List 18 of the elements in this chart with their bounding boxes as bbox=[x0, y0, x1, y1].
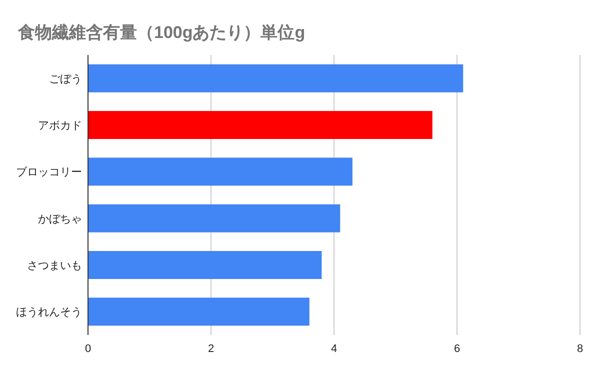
bar bbox=[88, 64, 464, 92]
y-tick-label: ほうれんそう bbox=[16, 306, 82, 319]
y-tick-label: ブロッコリー bbox=[16, 166, 82, 179]
y-tick-label: アボカド bbox=[38, 120, 82, 132]
x-tick-label: 2 bbox=[208, 343, 214, 355]
bar bbox=[88, 111, 432, 139]
x-tick-label: 8 bbox=[576, 343, 584, 355]
x-tick-label: 6 bbox=[454, 343, 460, 355]
y-tick-label: かぼちゃ bbox=[38, 213, 82, 226]
chart-title: 食物繊維含有量（100gあたり）単位g bbox=[17, 23, 306, 42]
bar bbox=[88, 204, 340, 232]
bar bbox=[88, 251, 322, 279]
bar bbox=[88, 298, 310, 326]
bar bbox=[88, 158, 352, 186]
x-tick-label: 4 bbox=[330, 343, 338, 355]
y-tick-label: ごぼう bbox=[49, 73, 82, 86]
y-tick-label: さつまいも bbox=[27, 260, 82, 272]
x-tick-label: 0 bbox=[84, 343, 92, 355]
